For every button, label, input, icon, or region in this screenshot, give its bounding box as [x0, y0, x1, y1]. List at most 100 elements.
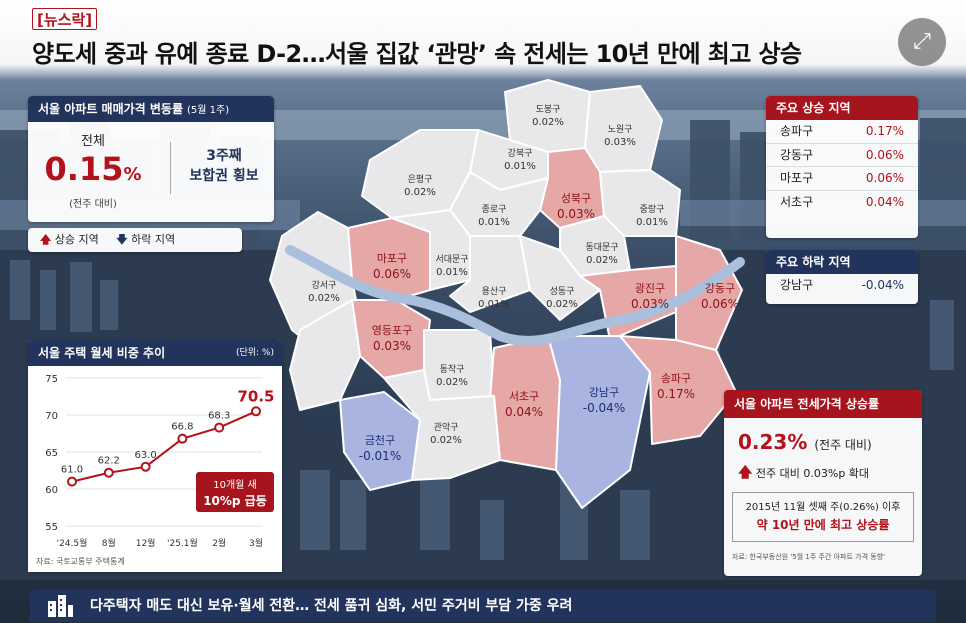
x-tick-label: 3월	[249, 537, 263, 549]
district-value: -0.04%	[583, 401, 625, 415]
district-name: 도봉구	[536, 104, 561, 115]
district-name: 강남구	[589, 386, 619, 399]
district-name: 금천구	[365, 433, 395, 447]
ranking-row: 서초구 0.04%	[766, 191, 918, 215]
district-value: 0.01%	[478, 299, 510, 310]
district-value: 0.06%	[701, 297, 739, 311]
district-value: 0.02%	[586, 255, 618, 266]
han-river	[285, 245, 745, 346]
ranking-row: 강남구 -0.04%	[766, 274, 918, 298]
data-point	[140, 461, 151, 472]
jeonse-rate-card: 서울 아파트 전세가격 상승률 0.23% (전주 대비) 🡅 전주 대비 0.…	[724, 390, 922, 576]
ranking-value: 0.06%	[865, 171, 904, 185]
sale-rate-title: 서울 아파트 매매가격 변동률	[38, 102, 184, 116]
chart-unit: (단위: %)	[235, 348, 274, 358]
data-label: 68.3	[208, 411, 230, 422]
district-value: 0.03%	[373, 339, 411, 353]
arrow-up-icon: 🡅	[738, 465, 753, 481]
district-value: -0.01%	[359, 449, 401, 463]
rent-share-line-chart: 75 70 65 60 55 '24.5월 8월 12월 '25.1월 2월 3월 61.0 62.2 6…	[28, 366, 282, 572]
district-name: 은평구	[408, 174, 433, 185]
data-label: 62.2	[98, 456, 120, 467]
y-tick-label: 75	[45, 374, 58, 385]
jeonse-change: 🡅 전주 대비 0.03%p 확대	[738, 465, 870, 481]
jeonse-title: 서울 아파트 전세가격 상승률	[724, 390, 922, 418]
district-name: 관악구	[434, 421, 459, 433]
district-value: 0.17%	[657, 387, 695, 401]
callout-line1: 10개월 새	[213, 479, 257, 491]
district-value: 0.02%	[430, 435, 462, 446]
ranking-district: 강동구	[780, 147, 814, 162]
ranking-value: 0.04%	[865, 194, 904, 209]
x-tick-label: '24.5월	[57, 537, 88, 549]
district-shape-seocho	[489, 335, 561, 471]
district-value: 0.01%	[436, 267, 468, 278]
total-value: 0.15%	[44, 150, 142, 188]
ranking-value: 0.17%	[865, 124, 904, 138]
y-tick-label: 55	[45, 522, 58, 533]
x-tick-label: '25.1월	[167, 537, 198, 549]
header-background	[0, 0, 966, 80]
top-rise-title: 주요 상승 지역	[766, 96, 918, 120]
district-name: 송파구	[661, 372, 691, 385]
total-label: 전체	[81, 134, 105, 149]
district-value: 0.02%	[532, 117, 564, 128]
district-name: 강북구	[508, 148, 533, 159]
data-label: 63.0	[134, 450, 156, 461]
ranking-row: 마포구 0.06%	[766, 167, 918, 191]
total-rate-block: 전체 0.15% (전주 대비)	[34, 130, 152, 210]
district-value: 0.01%	[504, 161, 536, 172]
ranking-value: -0.04%	[861, 278, 904, 292]
bottom-banner: 다주택자 매도 대신 보유·월세 전환… 전세 품귀 심화, 서민 주거비 부담…	[30, 590, 936, 622]
district-name: 강동구	[705, 282, 735, 295]
y-tick-label: 60	[45, 485, 58, 496]
map-legend: 🡅 상승 지역 🡇 하락 지역	[28, 228, 242, 252]
x-tick-label: 2월	[212, 537, 226, 549]
data-point	[214, 422, 225, 433]
district-shape-songpa	[619, 335, 737, 445]
expand-button[interactable]: ⤢	[898, 18, 946, 66]
district-name: 노원구	[608, 124, 633, 135]
x-tick-label: 8월	[102, 537, 116, 549]
jeonse-box-line2: 약 10년 만에 최고 상승률	[756, 518, 890, 532]
headline: 양도세 중과 유예 종료 D-2…서울 집값 ‘관망’ 속 전세는 10년 만에…	[32, 40, 802, 68]
district-name: 동대문구	[585, 242, 618, 253]
chart-callout	[196, 472, 274, 512]
district-shape-dobong	[504, 79, 591, 153]
expand-icon: ⤢	[913, 29, 931, 54]
data-label: 66.8	[171, 422, 193, 433]
ranking-district: 서초구	[780, 194, 814, 209]
district-value: 0.03%	[557, 207, 595, 221]
arrow-down-icon: 🡇	[116, 233, 128, 246]
district-value: 0.04%	[505, 405, 543, 419]
district-shape-gwanak	[383, 369, 501, 481]
jeonse-value: 0.23% (전주 대비)	[738, 430, 872, 454]
news-tag: [뉴스락]	[32, 8, 98, 30]
banner-text: 다주택자 매도 대신 보유·월세 전환… 전세 품귀 심화, 서민 주거비 부담…	[90, 598, 573, 614]
jeonse-box-line1: 2015년 11월 셋째 주(0.26%) 이후	[745, 502, 901, 513]
district-value: 0.01%	[636, 217, 668, 228]
jeonse-source: 자료: 한국부동산원 '5월 1주 주간 아파트 가격 동향'	[732, 553, 886, 561]
district-name: 서초구	[509, 390, 539, 403]
district-name: 용산구	[482, 286, 507, 297]
ranking-district: 강남구	[780, 278, 814, 292]
data-point	[103, 467, 114, 478]
rate-divider	[170, 142, 171, 194]
buildings-icon	[48, 595, 73, 617]
district-name: 종로구	[482, 204, 507, 215]
trend-summary: 3주째 보합권 횡보	[189, 148, 259, 184]
district-name: 서대문구	[435, 254, 468, 265]
top-fall-title: 주요 하락 지역	[766, 250, 918, 274]
district-name: 성동구	[550, 286, 575, 297]
chart-title-bar: 서울 주택 월세 비중 추이 (단위: %)	[28, 340, 282, 366]
district-name: 영등포구	[372, 324, 412, 337]
data-point	[251, 406, 261, 417]
legend-down-label: 하락 지역	[131, 233, 176, 246]
x-tick-label: 12월	[136, 537, 156, 549]
callout-line2: 10%p 급등	[203, 494, 267, 508]
district-name: 마포구	[377, 252, 407, 265]
ranking-value: 0.06%	[865, 147, 904, 162]
sale-rate-title-bar: 서울 아파트 매매가격 변동률 (5월 1주)	[28, 96, 274, 122]
district-name: 성북구	[561, 192, 591, 205]
